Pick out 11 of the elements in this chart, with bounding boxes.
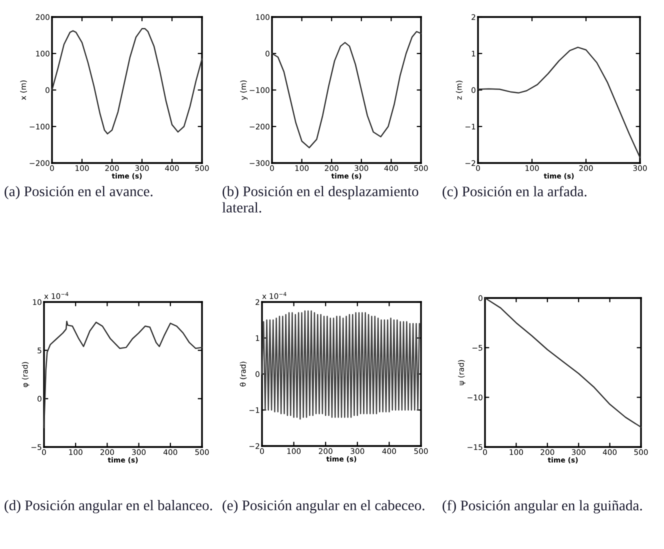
line-series (261, 310, 420, 420)
text: (c) Posición en la arfada. (442, 186, 586, 200)
line-series (271, 30, 422, 148)
text: (f) Posición angular en la guiñada. (442, 500, 642, 514)
text: (a) Posición en el avance. (4, 186, 152, 200)
line-series (477, 46, 641, 158)
line-series (51, 28, 203, 134)
text: (e) Posición angular en el cabeceo. (222, 500, 424, 514)
text: (b) Posición en el desplazamiento lateral. (222, 186, 418, 213)
line-series (43, 320, 203, 428)
text: (d) Posición angular en el balanceo. (4, 500, 212, 514)
